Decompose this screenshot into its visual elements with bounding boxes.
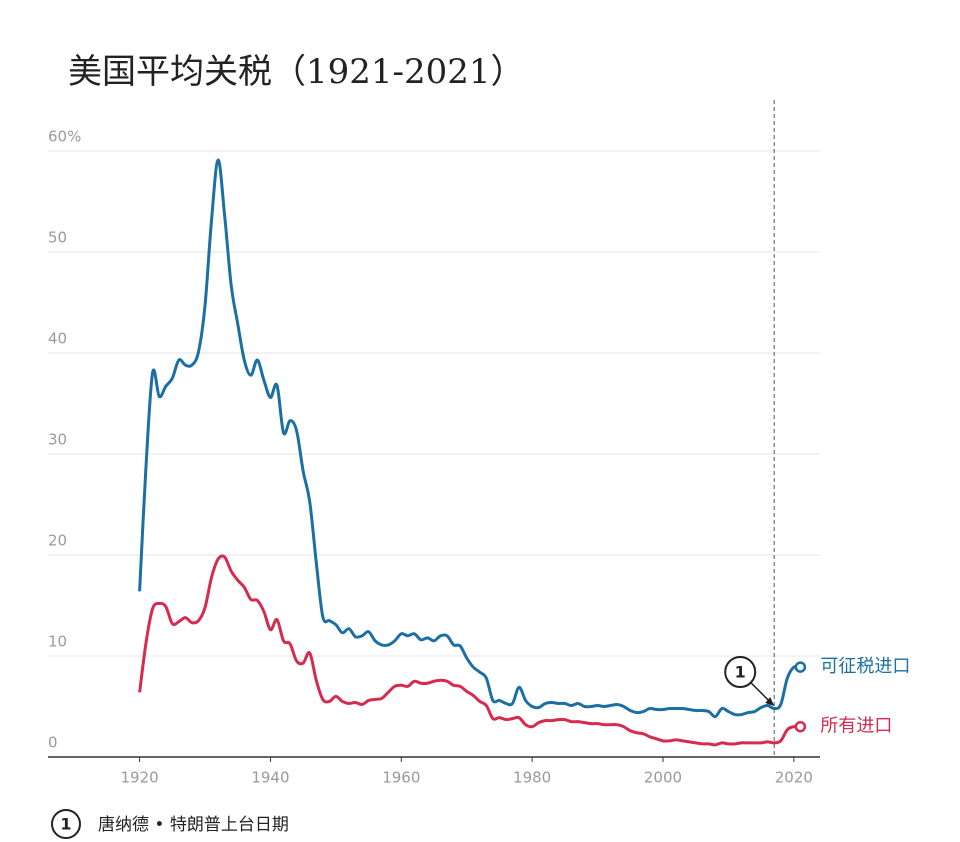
end-marker (794, 661, 807, 673)
y-tick-label: 10 (48, 633, 67, 651)
plot: 0 10 20 30 40 50 60% 1920 1940 1960 1980 2000 2020 可征… (48, 100, 910, 787)
series-line (138, 158, 801, 719)
y-tick-label: 50 (48, 229, 67, 247)
y-tick-label: 0 (48, 734, 58, 752)
y-tick-label: 60% (48, 128, 81, 146)
x-tick-label: 2000 (644, 769, 682, 787)
chart-title: 美国平均关税（1921-2021） (68, 52, 525, 92)
y-tick-label: 40 (48, 330, 67, 348)
annotation-arrowhead (765, 697, 775, 706)
footnote-badge (51, 809, 81, 839)
annotation-number: 1 (735, 663, 746, 682)
y-tick-label: 30 (48, 431, 67, 449)
x-tick-label: 1980 (513, 769, 551, 787)
series-label: 可征税进口 (820, 656, 910, 677)
x-tick-label: 1920 (120, 769, 158, 787)
y-tick-label: 20 (48, 532, 67, 550)
annotation-badge (724, 656, 757, 688)
footnote-text: 唐纳德 • 特朗普上台日期 (98, 814, 289, 835)
x-tick-label: 1940 (251, 769, 289, 787)
footnote-number: 1 (60, 815, 71, 834)
series-label: 所有进口 (820, 716, 892, 737)
end-marker (794, 720, 807, 733)
x-tick-label: 1960 (382, 769, 420, 787)
series-line (138, 554, 801, 747)
x-tick-label: 2020 (775, 769, 813, 787)
